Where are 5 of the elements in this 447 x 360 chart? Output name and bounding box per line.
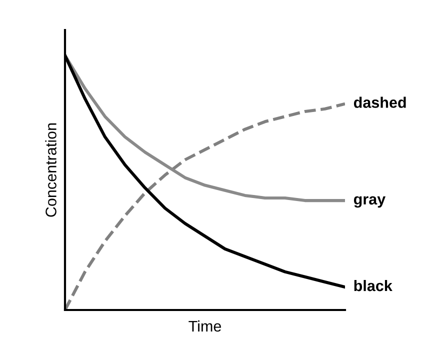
- series-label: dashed: [354, 96, 406, 108]
- x-axis-title: Time: [188, 320, 222, 332]
- y-axis-title: Concentration: [45, 123, 56, 217]
- series-label: gray: [354, 196, 386, 208]
- series-label: black: [354, 280, 392, 292]
